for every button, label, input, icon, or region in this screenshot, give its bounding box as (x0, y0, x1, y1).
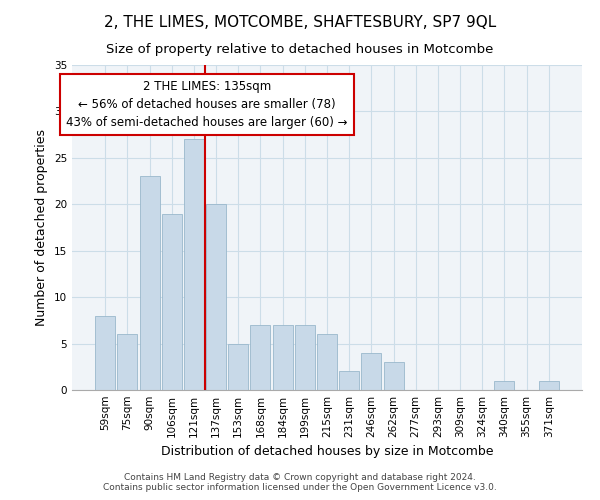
Bar (339, 372, 359, 390)
Text: 2 THE LIMES: 135sqm
← 56% of detached houses are smaller (78)
43% of semi-detach: 2 THE LIMES: 135sqm ← 56% of detached ho… (67, 80, 348, 128)
Bar (250, 325, 271, 390)
Y-axis label: Number of detached properties: Number of detached properties (35, 129, 49, 326)
X-axis label: Distribution of detached houses by size in Motcombe: Distribution of detached houses by size … (161, 446, 493, 458)
Text: Contains HM Land Registry data © Crown copyright and database right 2024.
Contai: Contains HM Land Registry data © Crown c… (103, 473, 497, 492)
Bar (206, 204, 226, 390)
Bar (118, 334, 137, 390)
Bar (272, 325, 293, 390)
Bar (95, 316, 115, 390)
Bar (383, 362, 404, 390)
Bar (361, 353, 382, 390)
Bar (140, 176, 160, 390)
Text: 2, THE LIMES, MOTCOMBE, SHAFTESBURY, SP7 9QL: 2, THE LIMES, MOTCOMBE, SHAFTESBURY, SP7… (104, 15, 496, 30)
Bar (184, 140, 204, 390)
Bar (539, 380, 559, 390)
Text: Size of property relative to detached houses in Motcombe: Size of property relative to detached ho… (106, 42, 494, 56)
Bar (295, 325, 315, 390)
Bar (317, 334, 337, 390)
Bar (228, 344, 248, 390)
Bar (494, 380, 514, 390)
Bar (162, 214, 182, 390)
